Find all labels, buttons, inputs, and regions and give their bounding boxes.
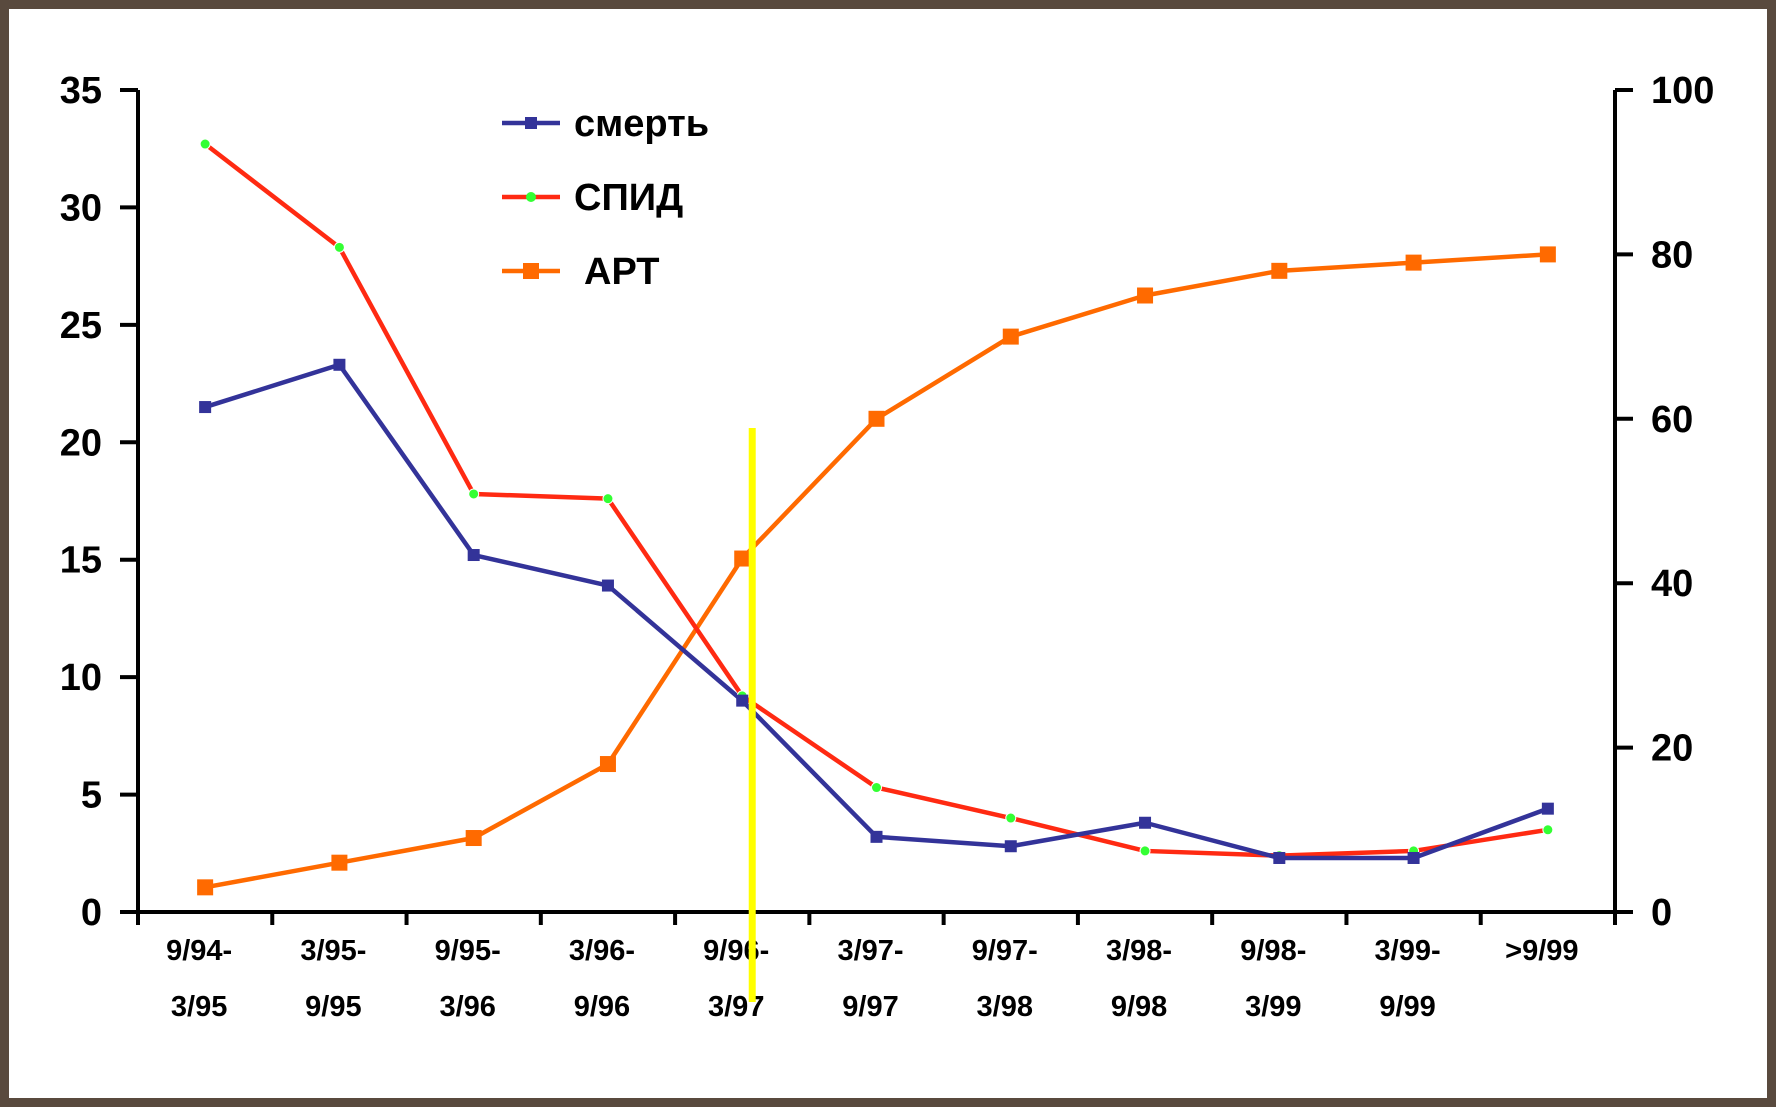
x-tick-label: 3/95 xyxy=(171,991,227,1023)
x-tick-label: 3/96 xyxy=(439,991,495,1023)
art-point xyxy=(197,879,214,896)
x-tick-label: 3/98- xyxy=(1106,935,1172,967)
x-tick-label: 3/96- xyxy=(569,935,635,967)
left-y-tick-label: 15 xyxy=(60,540,102,582)
death-point xyxy=(199,401,212,414)
aids-point xyxy=(602,493,614,505)
x-tick-label: 3/97 xyxy=(708,991,764,1023)
death-point xyxy=(1407,851,1420,864)
x-tick-label: 9/98 xyxy=(1111,991,1167,1023)
legend-marker-death xyxy=(525,117,537,129)
x-tick-label: 3/98 xyxy=(977,991,1033,1023)
aids-point xyxy=(871,782,882,794)
aids-point xyxy=(468,488,480,500)
x-tick-label: 9/96- xyxy=(703,935,769,967)
x-tick-label: 3/97- xyxy=(837,935,903,967)
death-point xyxy=(333,358,346,371)
legend-label-1: смерть xyxy=(574,103,709,145)
death-point xyxy=(467,549,480,562)
left-y-tick-label: 20 xyxy=(60,422,102,464)
x-tick-label: 9/95- xyxy=(435,935,501,967)
aids-point xyxy=(199,138,211,150)
death-point xyxy=(1541,802,1554,815)
right-y-tick-label: 0 xyxy=(1651,892,1672,934)
chart-frame: 0 5 10 15 20 25 30 35 0 20 40 60 80 100 9/94- 3/95 3/95-… xyxy=(9,9,1767,1098)
art-point xyxy=(1539,246,1556,263)
right-y-tick-label: 80 xyxy=(1651,234,1693,276)
legend-marker-art xyxy=(523,263,539,279)
art-point xyxy=(599,756,616,773)
aids-point xyxy=(333,241,345,253)
right-y-tick-label: 40 xyxy=(1651,563,1693,605)
left-y-tick-label: 10 xyxy=(60,657,102,699)
death-point xyxy=(1273,851,1286,864)
art-point xyxy=(331,854,348,871)
x-tick-label: 3/99 xyxy=(1245,991,1301,1023)
death-point xyxy=(870,830,883,843)
art-point xyxy=(1405,254,1422,271)
right-y-tick-label: 100 xyxy=(1651,70,1714,112)
death-point xyxy=(601,579,614,592)
art-point xyxy=(1271,262,1288,279)
aids-point xyxy=(1139,845,1151,857)
x-tick-label: 9/94- xyxy=(166,935,232,967)
right-y-tick-label: 60 xyxy=(1651,399,1693,441)
x-tick-label: 9/99 xyxy=(1379,991,1435,1023)
aids-point xyxy=(1542,824,1554,836)
right-y-tick-label: 20 xyxy=(1651,728,1693,770)
left-y-tick-label: 0 xyxy=(81,892,102,934)
art-point xyxy=(868,410,885,427)
aids-point xyxy=(1005,812,1017,824)
x-tick-label: 9/98- xyxy=(1240,935,1306,967)
series-line-2 xyxy=(203,142,1549,858)
x-tick-label: 9/97- xyxy=(972,935,1038,967)
death-point xyxy=(1004,840,1017,853)
left-y-tick-label: 30 xyxy=(60,187,102,229)
x-tick-label: 9/97 xyxy=(842,991,898,1023)
x-tick-label: 9/96 xyxy=(574,991,630,1023)
legend-marker-aids xyxy=(526,192,536,202)
art-point xyxy=(465,830,482,847)
legend-label-3: АРТ xyxy=(584,251,660,293)
left-y-tick-label: 25 xyxy=(60,305,102,347)
x-tick-label: >9/99 xyxy=(1505,935,1578,967)
art-point xyxy=(734,550,751,567)
x-tick-label: 3/99- xyxy=(1375,935,1441,967)
art-point xyxy=(1002,328,1019,345)
art-point xyxy=(1137,287,1154,304)
death-point xyxy=(1139,816,1152,829)
death-point xyxy=(736,694,749,707)
x-tick-label: 3/95- xyxy=(300,935,366,967)
chart-svg: 0 5 10 15 20 25 30 35 0 20 40 60 80 100 9/94- 3/95 3/95-… xyxy=(60,70,1715,1023)
left-y-tick-label: 35 xyxy=(60,70,102,112)
legend-label-2: СПИД xyxy=(574,177,683,219)
x-tick-label: 9/95 xyxy=(305,991,361,1023)
left-y-tick-label: 5 xyxy=(81,775,102,817)
